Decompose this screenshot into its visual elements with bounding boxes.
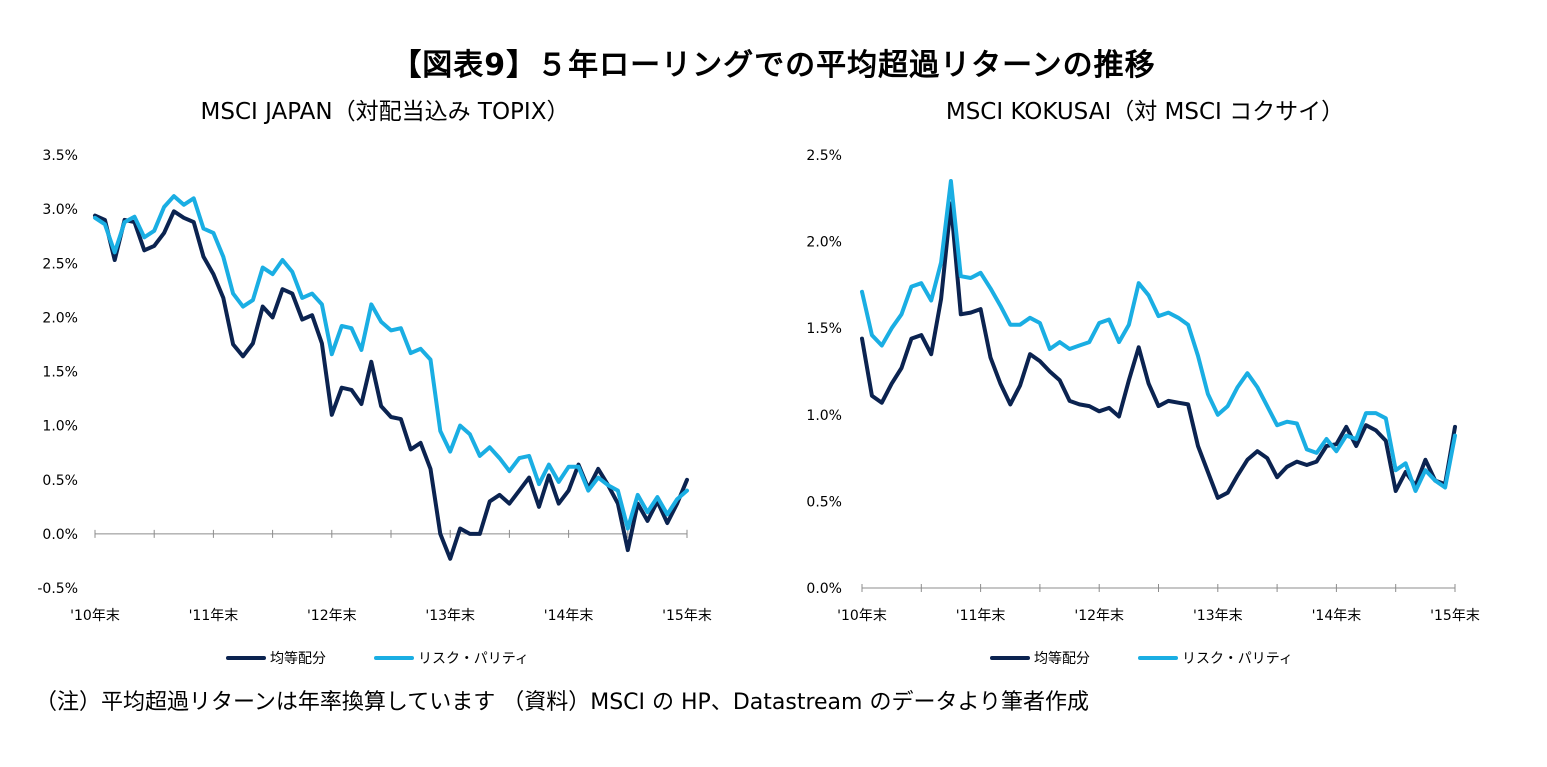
- legend-label: 均等配分: [1034, 650, 1090, 667]
- x-tick-label: '10年末: [70, 608, 120, 624]
- y-tick-label: 3.5%: [42, 148, 78, 164]
- y-tick-label: 0.5%: [42, 473, 78, 489]
- y-tick-label: 1.0%: [42, 419, 78, 435]
- y-tick-label: 3.0%: [42, 202, 78, 218]
- msci-kokusai-chart: 2.5% 2.0% 1.5% 1.0% 0.5% 0.0% '10年末 '11年末 '12年末 '…: [806, 148, 1480, 667]
- y-tick-label: 0.0%: [42, 527, 78, 543]
- y-tick-label: 0.5%: [806, 494, 842, 510]
- x-tick-label: '15年末: [1430, 608, 1480, 624]
- source-note: （注）平均超過リターンは年率換算しています （資料）MSCI の HP、Data…: [35, 690, 1090, 715]
- y-tick-label: 2.0%: [806, 235, 842, 251]
- x-tick-label: '11年末: [189, 608, 239, 624]
- series-line-risk-parity: [860, 179, 1457, 493]
- legend-label: リスク・パリティ: [418, 651, 529, 667]
- y-tick-label: 2.5%: [42, 256, 78, 272]
- y-tick-label: -0.5%: [37, 581, 78, 597]
- legend-label: リスク・パリティ: [1182, 651, 1293, 667]
- y-tick-label: 1.5%: [42, 365, 78, 381]
- x-tick-label: '10年末: [837, 608, 887, 624]
- y-tick-label: 2.5%: [806, 148, 842, 164]
- msci-japan-chart: 3.5% 3.0% 2.5% 2.0% 1.5% 1.0% 0.5% 0.0% -0.5% '10…: [37, 148, 712, 667]
- figure-title: 【図表9】５年ローリングでの平均超過リターンの推移: [391, 48, 1156, 83]
- x-tick-label: '11年末: [956, 608, 1006, 624]
- y-tick-label: 2.0%: [42, 310, 78, 326]
- y-tick-label: 1.0%: [806, 408, 842, 424]
- x-tick-label: '12年末: [1074, 608, 1124, 624]
- y-tick-label: 0.0%: [806, 581, 842, 597]
- x-tick-label: '14年末: [544, 608, 594, 624]
- x-tick-label: '15年末: [662, 608, 712, 624]
- right-chart-title: MSCI KOKUSAI（対 MSCI コクサイ）: [945, 99, 1345, 125]
- x-tick-label: '13年末: [425, 608, 475, 624]
- series-line-equal-weight: [93, 209, 689, 561]
- legend-label: 均等配分: [270, 650, 326, 667]
- x-tick-label: '13年末: [1193, 608, 1243, 624]
- x-tick-label: '14年末: [1312, 608, 1362, 624]
- left-chart-title: MSCI JAPAN（対配当込み TOPIX）: [200, 99, 570, 125]
- series-line-risk-parity: [93, 194, 689, 531]
- series-line-equal-weight: [860, 201, 1457, 500]
- x-tick-label: '12年末: [307, 608, 357, 624]
- y-tick-label: 1.5%: [806, 321, 842, 337]
